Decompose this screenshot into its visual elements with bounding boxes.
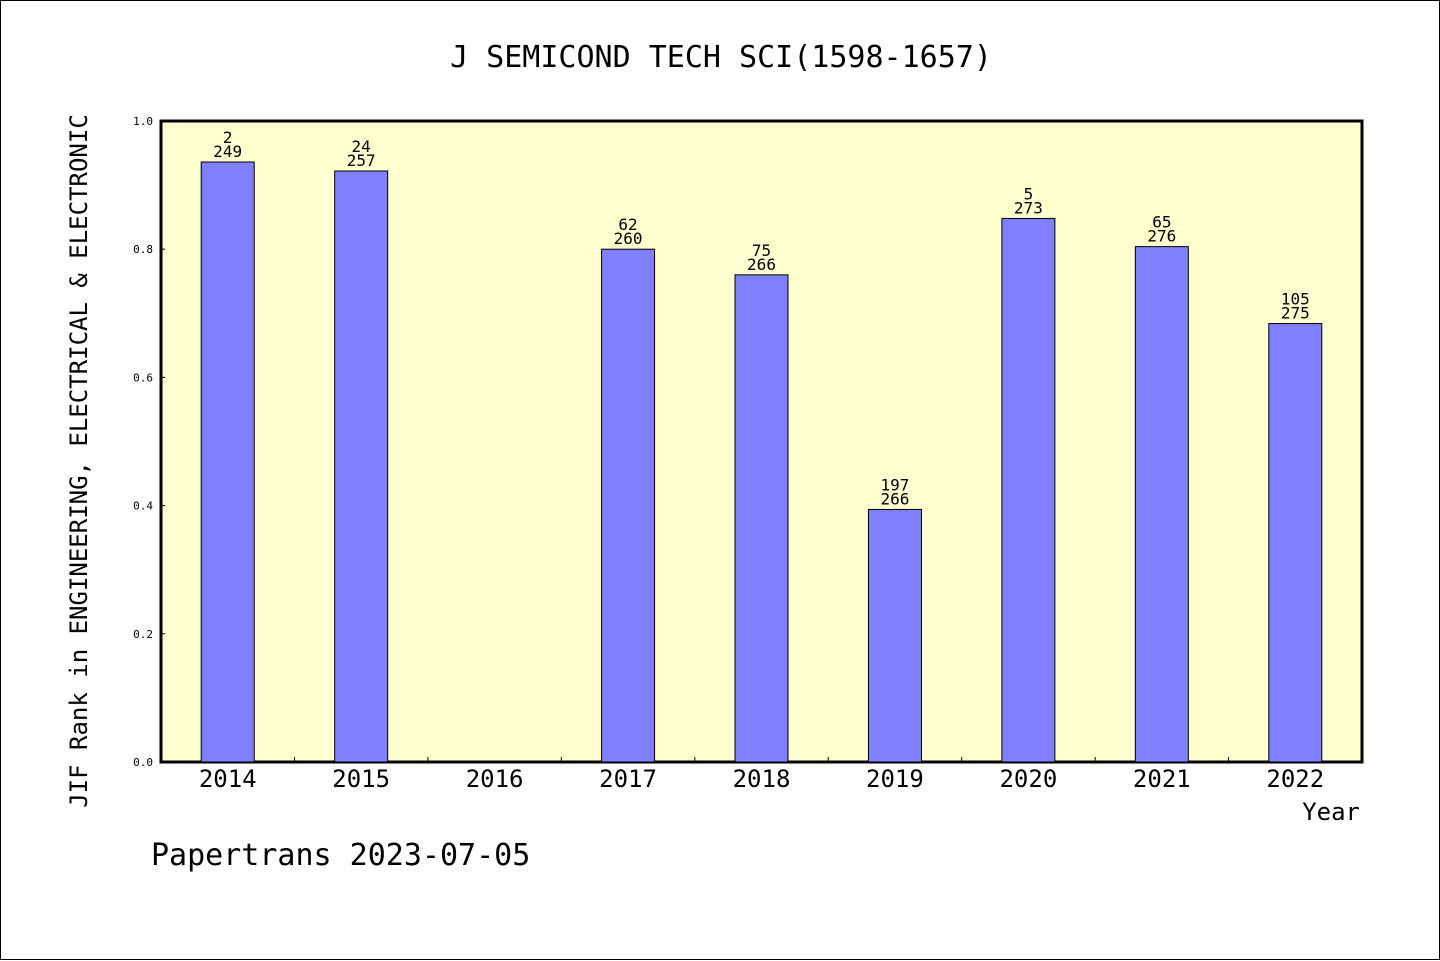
bar-rank-label: 24 bbox=[352, 137, 371, 156]
y-axis-label: JIF Rank in ENGINEERING, ELECTRICAL & EL… bbox=[65, 114, 93, 808]
x-tick-label: 2015 bbox=[332, 765, 390, 793]
bar-total-label: 260 bbox=[614, 229, 643, 248]
y-tick-label: 0.4 bbox=[133, 500, 153, 513]
x-tick-label: 2019 bbox=[866, 765, 924, 793]
bar-total-label: 257 bbox=[347, 151, 376, 170]
y-tick-label: 1.0 bbox=[133, 115, 153, 128]
y-axis: 0.0 0.2 0.4 0.6 0.8 1.0 bbox=[133, 115, 165, 769]
bar-rank-label: 5 bbox=[1024, 184, 1034, 203]
x-axis-label: Year bbox=[1302, 798, 1360, 826]
bar bbox=[1001, 217, 1056, 763]
bar-total-label: 273 bbox=[1014, 198, 1043, 217]
bar-rank-label: 65 bbox=[1152, 213, 1171, 232]
bar bbox=[334, 170, 389, 763]
bars-layer bbox=[200, 161, 1323, 763]
bar-total-label: 276 bbox=[1147, 227, 1176, 246]
bar-total-label: 249 bbox=[213, 142, 242, 161]
x-tick-label: 2017 bbox=[599, 765, 657, 793]
bar bbox=[200, 161, 255, 763]
y-tick-label: 0.6 bbox=[133, 371, 153, 384]
bar-rank-label: 2 bbox=[223, 128, 233, 147]
bar-rank-label: 75 bbox=[752, 241, 771, 260]
x-tick-label: 2014 bbox=[199, 765, 257, 793]
x-axis: 2014 2015 2016 2017 2018 2019 2020 2021 2022 bbox=[199, 757, 1324, 793]
bar-total-label: 266 bbox=[880, 489, 909, 508]
footer-credit: Papertrans 2023-07-05 bbox=[151, 838, 530, 873]
y-tick-label: 0.8 bbox=[133, 243, 153, 256]
x-tick-label: 2018 bbox=[733, 765, 791, 793]
bar-total-label: 266 bbox=[747, 255, 776, 274]
bar-rank-label: 105 bbox=[1281, 290, 1310, 309]
bar bbox=[734, 274, 789, 763]
bar-rank-label: 197 bbox=[880, 475, 909, 494]
x-tick-label: 2021 bbox=[1133, 765, 1191, 793]
bar bbox=[1134, 246, 1189, 763]
bar bbox=[601, 248, 656, 763]
y-tick-label: 0.0 bbox=[133, 756, 153, 769]
x-tick-label: 2022 bbox=[1266, 765, 1324, 793]
chart-title: J SEMICOND TECH SCI(1598-1657) bbox=[450, 40, 992, 75]
x-tick-label: 2020 bbox=[999, 765, 1057, 793]
x-tick-label: 2016 bbox=[466, 765, 524, 793]
bar bbox=[867, 508, 922, 763]
bar bbox=[1268, 323, 1323, 763]
bar-rank-label: 62 bbox=[618, 215, 637, 234]
bar-total-label: 275 bbox=[1281, 304, 1310, 323]
y-tick-label: 0.2 bbox=[133, 628, 153, 641]
